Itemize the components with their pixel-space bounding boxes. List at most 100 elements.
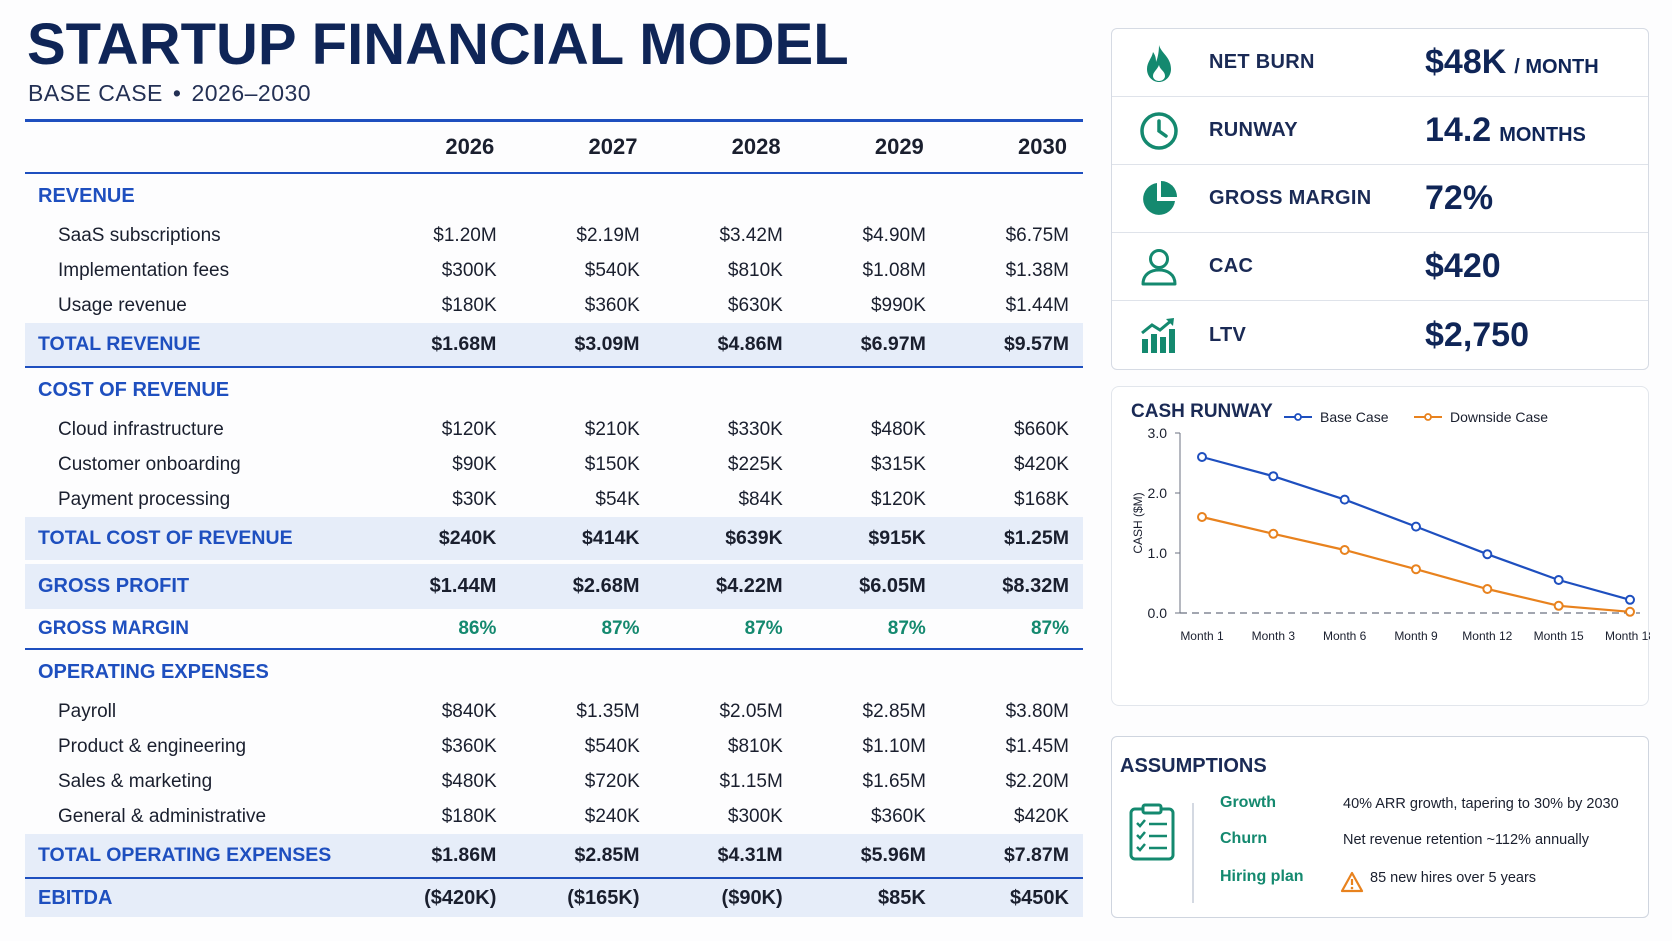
data-point — [1197, 512, 1207, 522]
row-label: Sales & marketing — [58, 770, 213, 792]
table-cell: $840K — [441, 700, 497, 722]
gross-profit-row: GROSS PROFIT $1.44M $2.68M $4.22M $6.05M… — [25, 564, 1083, 609]
kpi-unit: MONTHS — [1499, 124, 1586, 146]
table-cell: 87% — [744, 617, 783, 639]
data-point — [1268, 471, 1279, 482]
table-row: General & administrative $180K $240K $30… — [25, 799, 1083, 834]
kpi-value: 14.2 MONTHS — [1425, 111, 1586, 150]
table-cell: $2.05M — [719, 700, 783, 722]
table-cell: $3.42M — [719, 224, 783, 246]
table-cell: $9.57M — [1003, 333, 1069, 355]
year-header: 2030 — [1018, 134, 1067, 159]
table-cell: $2.85M — [574, 844, 640, 866]
table-cell: $315K — [870, 453, 926, 475]
x-tick-label: Month 9 — [1394, 629, 1438, 643]
table-cell: $5.96M — [860, 844, 926, 866]
table-cell: $300K — [727, 805, 783, 827]
table-row: Sales & marketing $480K $720K $1.15M $1.… — [25, 764, 1083, 799]
row-label: Customer onboarding — [58, 453, 241, 475]
page-title: STARTUP FINANCIAL MODEL — [27, 12, 849, 77]
table-cell: $540K — [584, 735, 640, 757]
assumption-key-hiring: Hiring plan — [1220, 868, 1304, 885]
table-cell: $2.19M — [576, 224, 640, 246]
table-cell: ($165K) — [567, 886, 640, 909]
table-cell: $150K — [584, 453, 640, 475]
cash-runway-chart-card: CASH RUNWAY 0.0 1.0 2.0 3.0 CASH ($M) Month 1… — [1111, 386, 1650, 706]
assumption-key-growth: Growth — [1220, 794, 1276, 811]
user-icon — [1139, 247, 1179, 287]
table-cell: $990K — [870, 294, 926, 316]
table-cell: $420K — [1014, 453, 1069, 475]
table-cell: $3.09M — [574, 333, 640, 355]
row-label: Cloud infrastructure — [58, 418, 224, 440]
table-cell: $450K — [1010, 886, 1069, 909]
table-cell: $2.20M — [1005, 770, 1069, 792]
legend-swatch-marker — [1294, 413, 1302, 421]
cash-runway-chart: 0.0 1.0 2.0 3.0 CASH ($M) Month 1 Month 3 Month… — [1131, 409, 1650, 643]
data-point — [1339, 545, 1350, 555]
data-point — [1339, 494, 1350, 505]
chart-title: CASH RUNWAY — [1131, 401, 1273, 422]
y-tick-label: 0.0 — [1148, 605, 1168, 621]
table-cell: $4.22M — [715, 575, 783, 597]
table-cell: 87% — [601, 617, 640, 639]
kpi-cac: CAC $420 — [1112, 233, 1648, 301]
row-label: TOTAL COST OF REVENUE — [38, 527, 293, 549]
row-label: TOTAL REVENUE — [38, 333, 201, 355]
kpi-unit: / MONTH — [1514, 56, 1599, 78]
table-row: Customer onboarding $90K $150K $225K $31… — [25, 447, 1083, 482]
kpi-value: $420 — [1425, 247, 1501, 286]
table-cell: $54K — [595, 488, 640, 510]
kpi-card: NET BURN $48K / MONTH RUNWAY 14.2 MONTHS G… — [1111, 28, 1649, 370]
assumptions-card: ASSUMPTIONS Growth 40% ARR growth, taper… — [1111, 736, 1649, 918]
separator-dot: • — [172, 80, 182, 106]
table-cell: $240K — [438, 527, 497, 549]
data-point — [1553, 600, 1564, 611]
table-cell: $4.31M — [717, 844, 783, 866]
table-cell: $360K — [441, 735, 497, 757]
table-cell: $6.75M — [1005, 224, 1069, 246]
gross-margin-row: GROSS MARGIN 86% 87% 87% 87% 87% — [25, 609, 1083, 648]
data-point — [1482, 549, 1493, 560]
kpi-gross-margin: GROSS MARGIN 72% — [1112, 165, 1648, 233]
kpi-number: $48K — [1425, 43, 1507, 81]
financial-table: 2026 2027 2028 2029 2030 REVENUE SaaS su… — [25, 119, 1083, 917]
row-label: General & administrative — [58, 805, 267, 827]
flame-icon — [1139, 43, 1179, 83]
table-cell: $414K — [582, 527, 640, 549]
data-point — [1411, 521, 1421, 532]
section-rule — [25, 877, 1083, 879]
legend-label: Downside Case — [1450, 409, 1548, 425]
row-label: SaaS subscriptions — [58, 224, 221, 246]
data-point — [1268, 528, 1279, 539]
table-cell: $7.87M — [1003, 844, 1069, 866]
table-cell: $360K — [584, 294, 640, 316]
year-header: 2027 — [588, 134, 638, 159]
data-point — [1553, 575, 1564, 585]
clipboard-checklist-icon — [1129, 803, 1175, 866]
table-cell: $1.65M — [862, 770, 926, 792]
table-cell: $1.44M — [1005, 294, 1069, 316]
table-header-row: 2026 2027 2028 2029 2030 — [25, 122, 1083, 174]
assumption-value-churn: Net revenue retention ~112% annually — [1343, 832, 1589, 848]
kpi-number: 14.2 — [1425, 111, 1492, 149]
assumptions-divider — [1192, 803, 1194, 903]
data-point — [1625, 594, 1635, 605]
table-cell: $330K — [727, 418, 783, 440]
table-cell: $360K — [870, 805, 926, 827]
x-tick-label: Month 12 — [1462, 629, 1512, 643]
data-point — [1482, 584, 1493, 594]
table-cell: ($90K) — [721, 886, 783, 909]
data-point — [1197, 452, 1207, 462]
table-cell: $3.80M — [1005, 700, 1069, 722]
assumptions-title: ASSUMPTIONS — [1120, 755, 1267, 777]
table-cell: $1.45M — [1005, 735, 1069, 757]
x-tick-label: Month 3 — [1252, 629, 1296, 643]
x-tick-label: Month 1 — [1180, 629, 1224, 643]
table-cell: $720K — [584, 770, 640, 792]
y-tick-label: 3.0 — [1148, 425, 1168, 441]
page-subtitle: BASE CASE • 2026–2030 — [28, 80, 311, 107]
table-row: SaaS subscriptions $1.20M $2.19M $3.42M … — [25, 218, 1083, 253]
table-cell: $810K — [727, 735, 783, 757]
table-cell: $420K — [1014, 805, 1069, 827]
